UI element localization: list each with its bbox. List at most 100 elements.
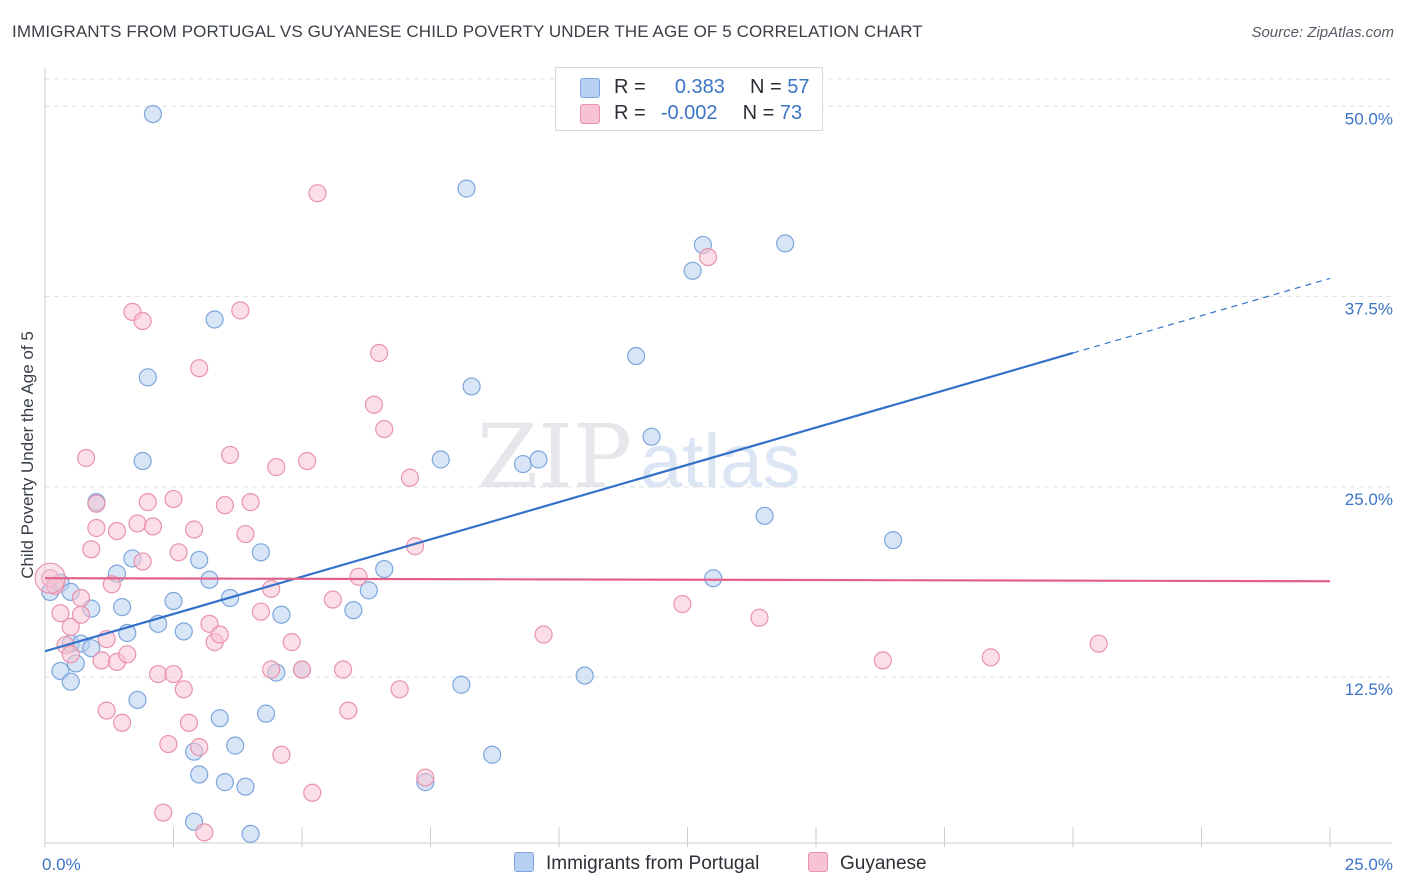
portugal-point — [251, 543, 270, 562]
portugal-point — [462, 377, 481, 396]
portugal-point — [190, 765, 209, 784]
portugal-point — [272, 605, 291, 624]
guyanese-point — [112, 713, 132, 732]
guyanese-point — [370, 343, 389, 363]
guyanese-point — [400, 468, 420, 487]
portugal-point — [513, 454, 533, 474]
portugal-point — [112, 598, 132, 617]
portugal-point — [642, 427, 661, 446]
guyanese-point — [390, 680, 409, 699]
guyanese-point — [61, 645, 80, 664]
blue-swatch-icon — [514, 852, 534, 872]
pink-swatch-icon — [808, 852, 828, 872]
portugal-point — [452, 675, 471, 694]
guyanese-point — [272, 745, 291, 764]
portugal-point — [133, 451, 152, 471]
guyanese-point — [323, 590, 342, 609]
portugal-point — [755, 506, 774, 525]
guyanese-point — [534, 625, 553, 644]
guyanese-point — [133, 552, 152, 571]
guyanese-point — [673, 594, 692, 614]
series-legend: Immigrants from Portugal Guyanese — [0, 852, 1406, 880]
y-tick-label: 12.5% — [1345, 680, 1393, 699]
legend-item-portugal[interactable]: Immigrants from Portugal — [514, 852, 759, 875]
portugal-point — [683, 261, 702, 280]
portugal-point — [431, 450, 450, 469]
portugal-point — [883, 531, 903, 550]
portugal-point — [61, 672, 80, 691]
watermark: ZIP atlas — [477, 405, 801, 508]
n-value: 73 — [779, 102, 803, 124]
portugal-point — [375, 559, 394, 579]
guyanese-point — [375, 419, 394, 439]
guyanese-point — [61, 617, 80, 637]
portugal-point — [82, 639, 101, 658]
guyanese-point — [97, 701, 116, 720]
portugal-point — [575, 666, 594, 685]
guyanese-point — [102, 575, 121, 594]
r-label: R = — [614, 102, 646, 124]
guyanese-point — [1089, 634, 1108, 653]
portugal-point — [226, 736, 245, 755]
portugal-point — [529, 450, 548, 469]
guyanese-point — [334, 660, 353, 679]
guyanese-point — [190, 359, 209, 378]
legend-label: Immigrants from Portugal — [546, 853, 760, 874]
portugal-point — [138, 368, 157, 387]
legend-item-guyanese[interactable]: Guyanese — [808, 852, 927, 875]
guyanese-point — [164, 489, 183, 509]
guyanese-point — [308, 184, 327, 203]
portugal-point — [210, 709, 229, 728]
guyanese-point — [87, 494, 106, 513]
portugal-point — [704, 569, 723, 588]
guyanese-point — [174, 680, 193, 699]
guyanese-point — [92, 651, 111, 670]
guyanese-point — [981, 648, 1000, 667]
pink-swatch-icon — [580, 104, 600, 124]
portugal-point — [776, 234, 795, 253]
guyanese-point — [184, 520, 204, 539]
portugal-point — [174, 622, 193, 641]
guyanese-point — [210, 625, 229, 644]
guyanese-point — [262, 660, 281, 679]
r-value: 0.383 — [674, 76, 725, 98]
guyanese-point — [190, 738, 209, 757]
y-tick-label: 37.5% — [1345, 300, 1393, 319]
guyanese-point — [220, 445, 240, 465]
series-guyanese — [34, 184, 1108, 842]
portugal-point — [344, 601, 363, 620]
trend-lines — [44, 277, 1331, 653]
n-label: N = — [742, 102, 775, 124]
portugal-point — [205, 310, 224, 329]
guyanese-point — [267, 458, 286, 477]
guyanese-point — [82, 540, 101, 559]
portugal-point — [457, 179, 476, 198]
x-tick-label-max: 25.0% — [1345, 855, 1393, 874]
axes — [44, 68, 1392, 847]
guyanese-point — [118, 645, 137, 664]
watermark-zip: ZIP — [477, 405, 632, 508]
guyanese-point — [303, 783, 322, 802]
guyanese-point — [251, 602, 270, 621]
guyanese-point — [51, 604, 70, 623]
portugal-point — [241, 824, 260, 843]
portugal-trend-line — [44, 351, 1074, 653]
guyanese-point — [77, 448, 96, 468]
n-value: 57 — [787, 76, 810, 98]
guyanese-point — [282, 633, 301, 652]
guyanese-point — [750, 608, 769, 627]
guyanese-point — [87, 518, 106, 538]
r-label: R = — [614, 76, 646, 98]
portugal-point — [483, 745, 502, 764]
guyanese-point — [128, 514, 147, 533]
portugal-trend-extension — [1072, 277, 1331, 354]
guyanese-point — [339, 701, 358, 720]
portugal-point — [164, 591, 183, 611]
stats-legend: R = 0.383 N = 57 R = -0.002 N = 73 — [555, 67, 823, 131]
portugal-point — [626, 346, 646, 366]
portugal-point — [128, 690, 147, 710]
y-tick-label: 50.0% — [1345, 109, 1393, 128]
guyanese-point — [179, 713, 199, 732]
legend-label: Guyanese — [840, 853, 927, 874]
